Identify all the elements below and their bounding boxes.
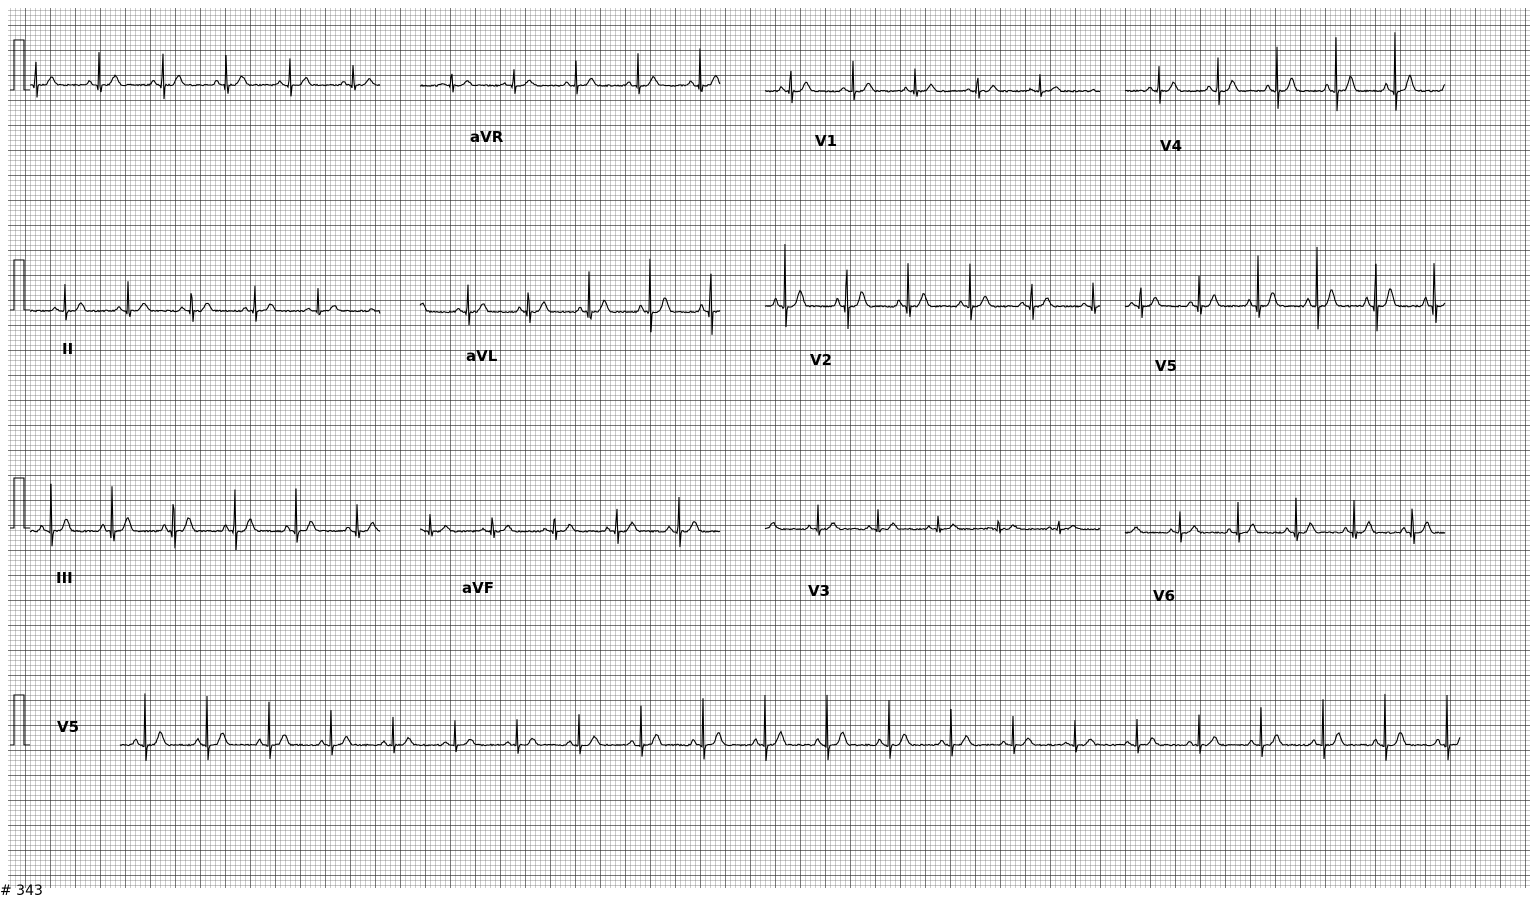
calibration-pulse <box>10 259 30 311</box>
lead-label: V5 <box>57 718 79 736</box>
ecg-trace <box>419 48 721 95</box>
grid <box>8 8 1530 888</box>
calibration-pulse <box>10 39 30 91</box>
ecg-trace <box>29 483 381 551</box>
ecg-trace <box>29 52 381 100</box>
ecg-trace <box>764 243 1101 330</box>
ecg-trace <box>1124 497 1446 545</box>
lead-label: V1 <box>815 132 837 150</box>
ecg-trace <box>764 504 1101 536</box>
footer-id: # 343 <box>0 883 43 898</box>
ecg-rhythm-strip <box>119 693 1461 762</box>
lead-label: aVR <box>470 128 504 146</box>
ecg-trace <box>1124 32 1446 112</box>
lead-label: V4 <box>1160 137 1182 155</box>
lead-label: III <box>56 569 73 587</box>
ecg-trace <box>1124 246 1446 332</box>
lead-label: V3 <box>808 582 830 600</box>
calibration-pulse <box>10 477 30 529</box>
traces <box>10 32 1461 762</box>
lead-label: aVL <box>466 347 498 365</box>
lead-labels: aVR V1 V4 II aVL V2 V5 III aVF V3 V6 V5 <box>56 128 1182 736</box>
ecg-trace <box>764 60 1101 104</box>
lead-label: V2 <box>810 351 832 369</box>
lead-label: aVF <box>462 579 494 597</box>
ecg-trace <box>419 258 721 335</box>
ecg-trace <box>29 281 381 322</box>
lead-label: V5 <box>1155 357 1177 375</box>
calibration-pulse <box>10 694 30 746</box>
lead-label: II <box>62 340 73 358</box>
ecg-trace <box>419 496 721 548</box>
lead-label: V6 <box>1153 587 1175 605</box>
